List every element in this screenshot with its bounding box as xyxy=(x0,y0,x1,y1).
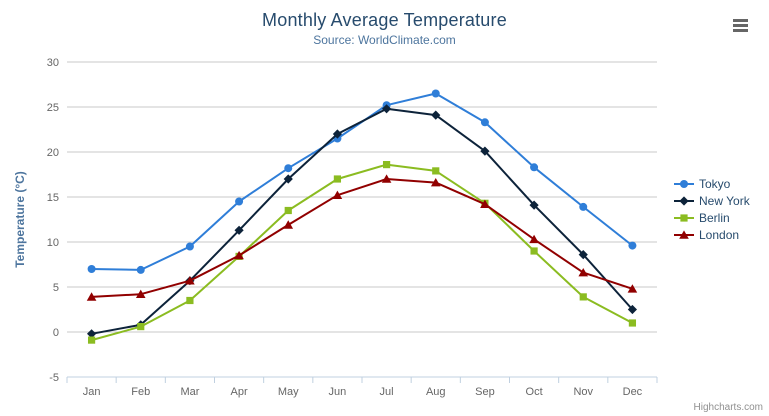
legend-item-label: Tokyo xyxy=(699,176,731,191)
legend: Tokyo New York Berlin London xyxy=(674,175,750,243)
x-tick-label: Apr xyxy=(231,386,248,398)
x-tick-label: Jul xyxy=(380,386,394,398)
x-tick-label: May xyxy=(278,386,299,398)
x-tick-label: Oct xyxy=(526,386,543,398)
legend-item-tokyo[interactable]: Tokyo xyxy=(674,175,750,192)
hamburger-bar xyxy=(733,19,748,22)
y-tick-label: 25 xyxy=(47,102,59,114)
hamburger-menu-icon[interactable] xyxy=(733,19,748,33)
legend-item-london[interactable]: London xyxy=(674,226,750,243)
hamburger-bar xyxy=(733,29,748,32)
x-tick-label: Dec xyxy=(623,386,643,398)
legend-marker-square xyxy=(674,213,694,222)
legend-marker-triangle xyxy=(674,229,694,239)
legend-item-label: London xyxy=(699,227,740,242)
chart-title: Monthly Average Temperature xyxy=(262,10,507,30)
legend-item-new-york[interactable]: New York xyxy=(674,192,750,209)
y-tick-label: 20 xyxy=(47,147,59,159)
legend-item-berlin[interactable]: Berlin xyxy=(674,209,750,226)
x-tick-label: Nov xyxy=(573,386,593,398)
legend-marker-circle xyxy=(674,179,694,188)
series-new-york[interactable] xyxy=(86,104,638,339)
x-tick-label: Sep xyxy=(475,386,495,398)
legend-marker-diamond xyxy=(674,195,694,206)
x-tick-label: Feb xyxy=(131,386,150,398)
y-tick-label: 5 xyxy=(53,282,59,294)
legend-item-label: New York xyxy=(699,193,750,208)
x-tick-label: Mar xyxy=(180,386,199,398)
x-tick-label: Jun xyxy=(329,386,347,398)
x-tick-label: Aug xyxy=(426,386,446,398)
y-tick-label: 0 xyxy=(53,327,59,339)
hamburger-bar xyxy=(733,24,748,27)
legend-item-label: Berlin xyxy=(699,210,730,225)
y-tick-label: 30 xyxy=(47,57,59,69)
y-tick-label: 10 xyxy=(47,237,59,249)
chart-subtitle: Source: WorldClimate.com xyxy=(313,33,456,47)
series-tokyo[interactable] xyxy=(87,89,637,274)
series-london[interactable] xyxy=(86,174,638,301)
y-tick-label: -5 xyxy=(49,372,59,384)
y-tick-label: 15 xyxy=(47,192,59,204)
credits-link[interactable]: Highcharts.com xyxy=(693,402,763,413)
y-axis-title: Temperature (°C) xyxy=(13,171,27,268)
x-tick-label: Jan xyxy=(83,386,101,398)
